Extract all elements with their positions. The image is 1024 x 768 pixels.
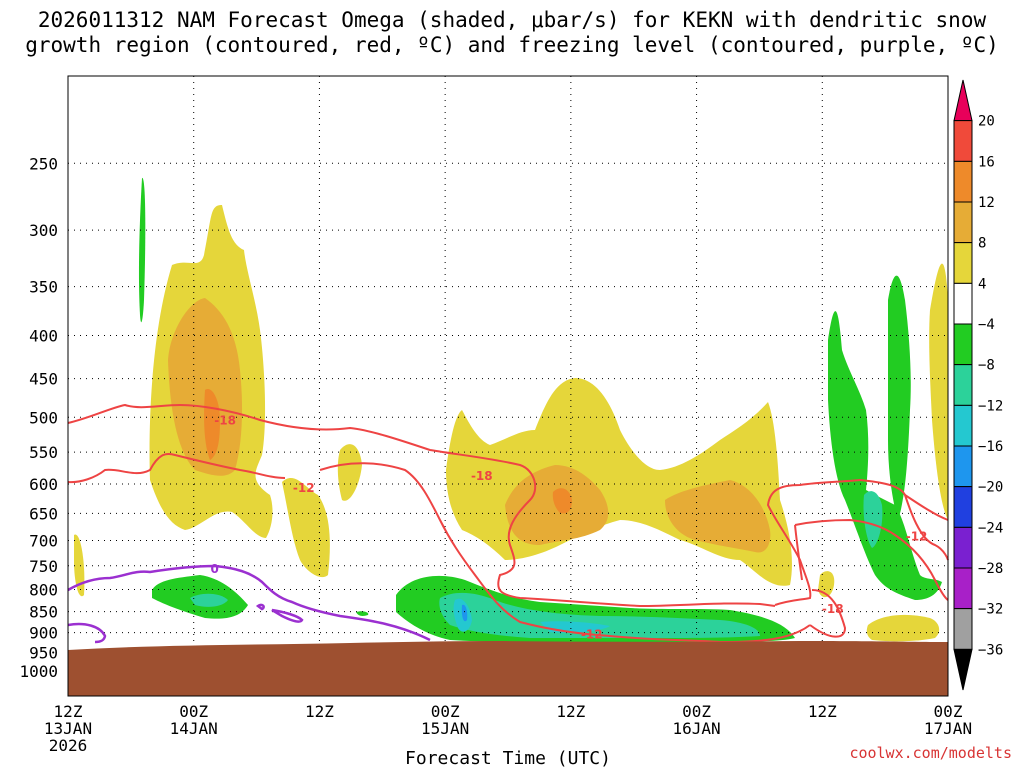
pressure-tick-label: 850: [29, 603, 58, 622]
time-tick-label: 15JAN: [421, 719, 469, 738]
time-tick-label: 12Z: [808, 702, 837, 721]
credit-link[interactable]: coolwx.com/modelts: [849, 744, 1012, 762]
contour-label: -12: [581, 627, 603, 641]
colorbar-label: −4: [978, 317, 995, 333]
contour-label: -18: [214, 413, 236, 427]
time-tick-label: 00Z: [179, 702, 208, 721]
colorbar-segment: [953, 404, 973, 447]
chart-title: 2026011312 NAM Forecast Omega (shaded, μ…: [25, 8, 999, 57]
colorbar-label: −20: [978, 480, 1003, 496]
colorbar-label: 20: [978, 114, 995, 130]
pressure-tick-label: 550: [29, 443, 58, 462]
pressure-tick-label: 400: [29, 326, 58, 345]
contour-label: 0: [210, 562, 218, 576]
pressure-tick-label: 750: [29, 557, 58, 576]
pressure-tick-label: 350: [29, 278, 58, 297]
pressure-axis-labels: 250 300 350 400 450 500 550 600 650 700 750 800 850 9…: [19, 154, 58, 681]
pressure-tick-label: 250: [29, 154, 58, 173]
colorbar-label: 4: [978, 276, 986, 292]
colorbar-label: −24: [978, 520, 1003, 536]
colorbar-segment: [953, 486, 973, 528]
colorbar-segment: [953, 526, 973, 569]
colorbar-segment: [953, 201, 973, 244]
colorbar-label: −36: [978, 642, 1003, 658]
pressure-tick-label: 450: [29, 370, 58, 389]
pressure-tick-label: 300: [29, 221, 58, 240]
time-tick-label: 14JAN: [170, 719, 218, 738]
pressure-tick-label: 650: [29, 504, 58, 523]
colorbar-segment: [953, 323, 973, 366]
time-tick-label: 16JAN: [672, 719, 720, 738]
colorbar: 20 16 12 8 4 −4 −8 −12 −16 −20 −24 −28 −32 −36: [953, 79, 1003, 691]
colorbar-label: −28: [978, 561, 1003, 577]
time-tick-label: 00Z: [934, 702, 963, 721]
plot-border: [67, 75, 949, 697]
terrain-fill: [68, 641, 948, 696]
pressure-tick-label: 900: [29, 624, 58, 643]
omega-shading: [74, 177, 948, 642]
time-tick-label: 13JAN: [44, 719, 92, 738]
colorbar-label: 16: [978, 154, 995, 170]
time-tick-label: 00Z: [682, 702, 711, 721]
colorbar-segment: [953, 160, 973, 203]
colorbar-segment: [953, 364, 973, 406]
contour-labels: -18 -12 -18 -18 -12 -12 0: [210, 413, 928, 641]
time-tick-label: 00Z: [431, 702, 460, 721]
colorbar-segment: [953, 567, 973, 610]
contour-label: -18: [471, 469, 493, 483]
colorbar-segment: [953, 282, 973, 325]
freezing-level-contour: [67, 564, 431, 644]
colorbar-label: −32: [978, 602, 1003, 618]
colorbar-segment: [953, 79, 973, 122]
colorbar-label: 8: [978, 236, 986, 252]
contour-label: -18: [822, 602, 844, 616]
x-axis-title: Forecast Time (UTC): [405, 748, 611, 768]
colorbar-segment: [953, 648, 973, 691]
pressure-tick-label: 700: [29, 532, 58, 551]
colorbar-segment: [953, 608, 973, 650]
time-tick-label: 12Z: [556, 702, 585, 721]
time-tick-label: 12Z: [305, 702, 334, 721]
colorbar-label: −12: [978, 398, 1003, 414]
time-tick-label: 2026: [49, 736, 88, 755]
pressure-tick-label: 800: [29, 580, 58, 599]
colorbar-segment: [953, 242, 973, 284]
colorbar-label: 12: [978, 195, 995, 211]
contour-label: -12: [906, 529, 928, 543]
contour-label: -12: [293, 481, 315, 495]
colorbar-segment: [953, 120, 973, 162]
pressure-tick-label: 600: [29, 475, 58, 494]
time-tick-label: 12Z: [54, 702, 83, 721]
pressure-tick-label: 950: [29, 643, 58, 662]
colorbar-segment: [953, 445, 973, 488]
colorbar-label: −8: [978, 358, 995, 374]
pressure-tick-label: 1000: [19, 662, 58, 681]
time-tick-label: 17JAN: [924, 719, 972, 738]
pressure-tick-label: 500: [29, 408, 58, 427]
colorbar-label: −16: [978, 439, 1003, 455]
